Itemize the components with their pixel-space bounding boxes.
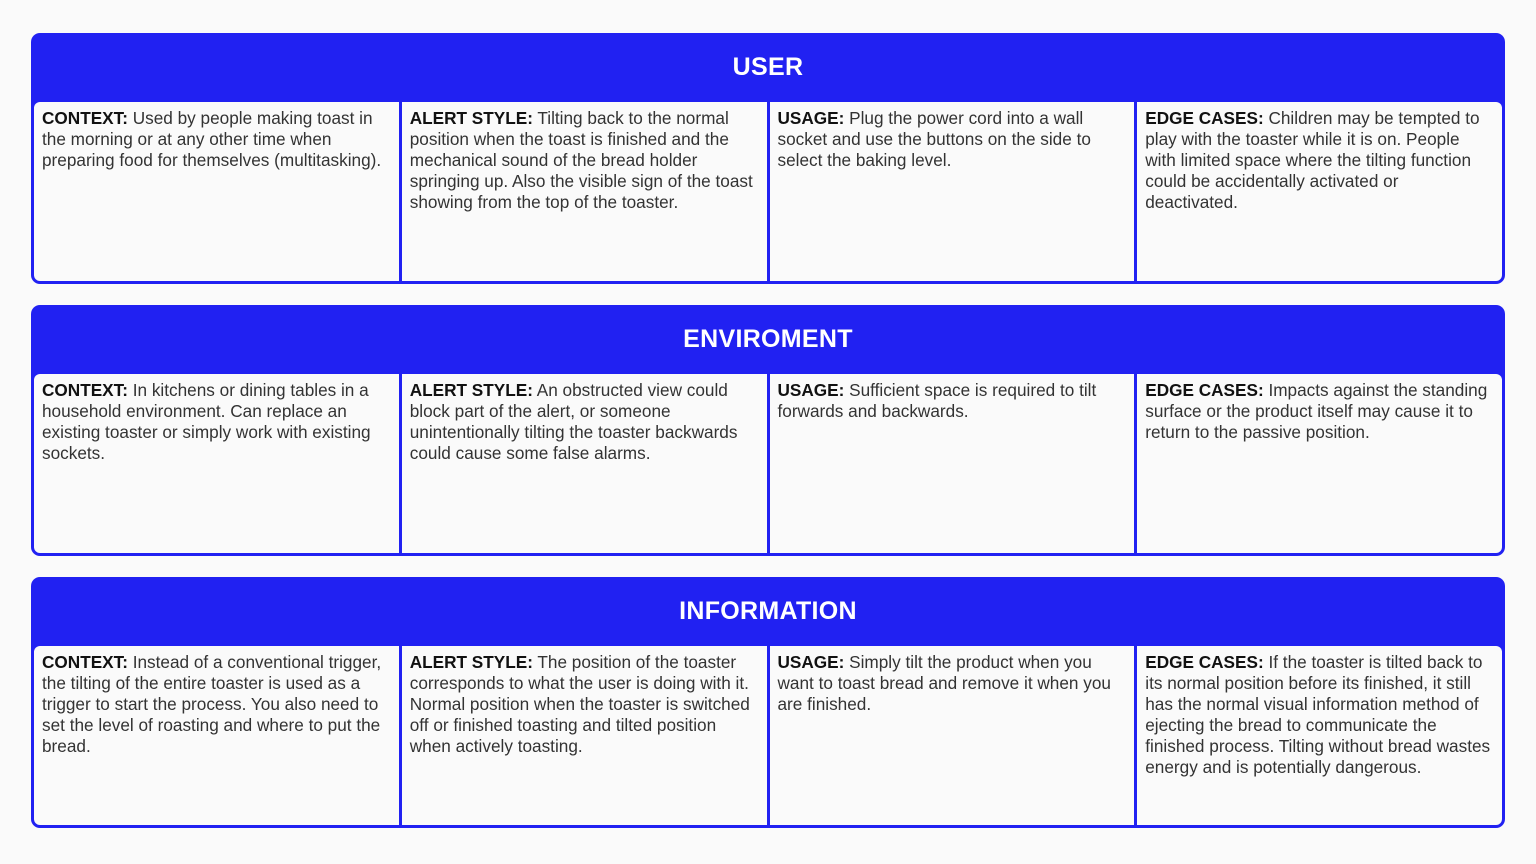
cell-text: Tilting back to the normal position when… bbox=[409, 108, 753, 212]
cell-label: CONTEXT: bbox=[42, 380, 128, 400]
section-title: INFORMATION bbox=[679, 597, 857, 625]
cell-text: If the toaster is tilted back to its nor… bbox=[1145, 652, 1491, 777]
section-cells: CONTEXT: Instead of a conventional trigg… bbox=[34, 646, 1502, 825]
cell-label: ALERT STYLE: bbox=[409, 380, 533, 400]
cell-label: ALERT STYLE: bbox=[409, 652, 533, 672]
cell-usage: USAGE: Simply tilt the product when you … bbox=[769, 646, 1135, 825]
cell-text: The position of the toaster corresponds … bbox=[409, 652, 750, 756]
cell-label: USAGE: bbox=[777, 652, 845, 672]
section-title: USER bbox=[732, 53, 804, 81]
cell-text: Simply tilt the product when you want to… bbox=[777, 652, 1111, 714]
section-cells: CONTEXT: Used by people making toast in … bbox=[34, 102, 1502, 281]
cell-context: CONTEXT: Used by people making toast in … bbox=[34, 102, 399, 281]
cell-text: Used by people making toast in the morni… bbox=[42, 108, 382, 170]
cell-text: Plug the power cord into a wall socket a… bbox=[777, 108, 1091, 170]
cell-text: Sufficient space is required to tilt for… bbox=[777, 380, 1097, 421]
section-title: ENVIROMENT bbox=[683, 325, 853, 353]
cell-text: An obstructed view could block part of t… bbox=[409, 380, 738, 463]
cell-context: CONTEXT: Instead of a conventional trigg… bbox=[34, 646, 399, 825]
cell-text: Instead of a conventional trigger, the t… bbox=[42, 652, 382, 756]
cell-text: Children may be tempted to play with the… bbox=[1145, 108, 1480, 212]
cell-label: EDGE CASES: bbox=[1145, 652, 1264, 672]
cell-label: USAGE: bbox=[777, 108, 845, 128]
cell-alert-style: ALERT STYLE: An obstructed view could bl… bbox=[401, 374, 767, 553]
cell-alert-style: ALERT STYLE: The position of the toaster… bbox=[401, 646, 767, 825]
cell-edge-cases: EDGE CASES: If the toaster is tilted bac… bbox=[1137, 646, 1502, 825]
cell-label: CONTEXT: bbox=[42, 108, 128, 128]
cell-usage: USAGE: Sufficient space is required to t… bbox=[769, 374, 1135, 553]
cell-label: USAGE: bbox=[777, 380, 845, 400]
cell-label: EDGE CASES: bbox=[1145, 108, 1264, 128]
cell-edge-cases: EDGE CASES: Impacts against the standing… bbox=[1137, 374, 1502, 553]
cell-edge-cases: EDGE CASES: Children may be tempted to p… bbox=[1137, 102, 1502, 281]
cell-label: EDGE CASES: bbox=[1145, 380, 1264, 400]
cell-context: CONTEXT: In kitchens or dining tables in… bbox=[34, 374, 399, 553]
cell-text: Impacts against the standing surface or … bbox=[1145, 380, 1488, 442]
cell-label: ALERT STYLE: bbox=[409, 108, 533, 128]
section-enviroment: ENVIROMENT CONTEXT: In kitchens or dining… bbox=[31, 305, 1505, 556]
cell-usage: USAGE: Plug the power cord into a wall s… bbox=[769, 102, 1135, 281]
cell-text: In kitchens or dining tables in a househ… bbox=[42, 380, 371, 463]
section-cells: CONTEXT: In kitchens or dining tables in… bbox=[34, 374, 1502, 553]
section-user: USER CONTEXT: Used by people making toast… bbox=[31, 33, 1505, 284]
cell-alert-style: ALERT STYLE: Tilting back to the normal … bbox=[401, 102, 767, 281]
cell-label: CONTEXT: bbox=[42, 652, 128, 672]
section-information: INFORMATION CONTEXT: Instead of a convent… bbox=[31, 577, 1505, 828]
